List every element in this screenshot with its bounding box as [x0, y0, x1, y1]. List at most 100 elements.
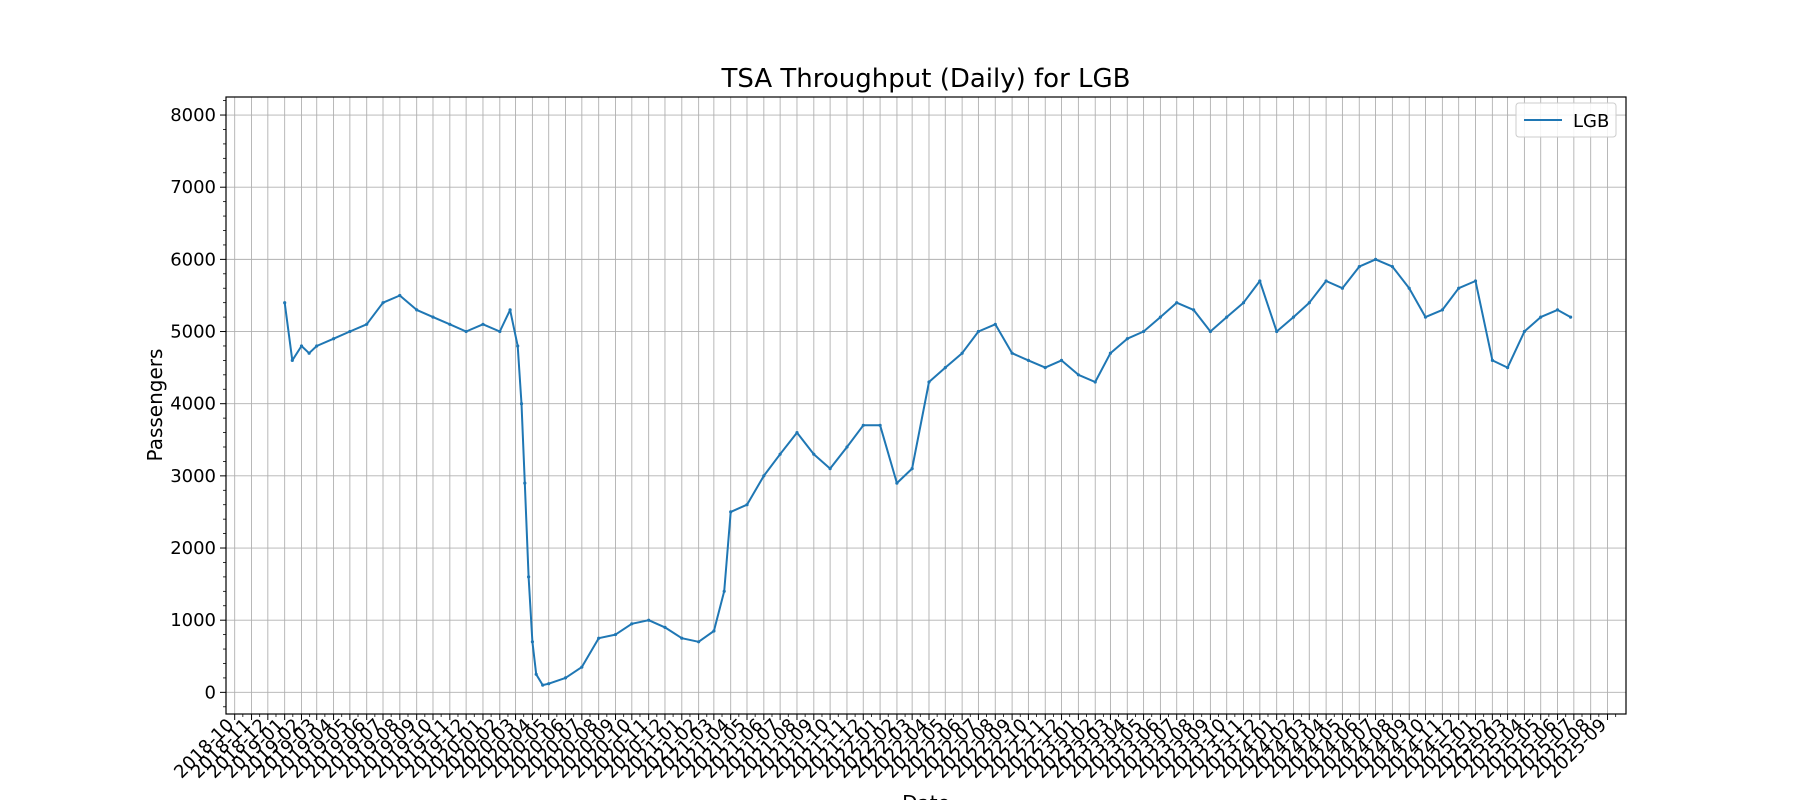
data-point — [878, 423, 882, 427]
y-axis: 0 1000 2000 3000 4000 5000 6000 7000 8000 — [170, 100, 226, 708]
data-point — [1142, 329, 1146, 334]
data-point — [431, 315, 435, 319]
data-point — [828, 467, 832, 471]
data-point — [1307, 301, 1311, 305]
data-point — [1440, 308, 1444, 312]
data-point — [910, 467, 914, 471]
data-point — [993, 322, 997, 326]
data-point — [729, 510, 733, 514]
y-tick-label: 3000 — [170, 466, 216, 487]
data-point — [516, 344, 520, 348]
data-point — [519, 402, 524, 406]
data-point — [745, 503, 749, 507]
data-point — [613, 633, 618, 637]
data-point — [547, 682, 551, 686]
data-point — [1506, 366, 1510, 370]
data-point — [1407, 286, 1411, 290]
y-axis-label: Passengers — [143, 349, 167, 462]
data-point — [481, 322, 485, 326]
data-point — [861, 423, 865, 427]
data-point — [1010, 351, 1014, 355]
data-point — [597, 636, 601, 640]
data-point — [1059, 358, 1064, 362]
data-point — [1457, 286, 1461, 290]
plot-frame — [225, 96, 1627, 715]
y-tick-label: 8000 — [170, 105, 216, 126]
legend-label: LGB — [1573, 111, 1609, 132]
data-point — [1423, 315, 1428, 319]
x-axis-label: Date — [902, 791, 950, 800]
data-point — [630, 622, 634, 626]
data-point — [348, 329, 352, 334]
data-point — [663, 625, 667, 630]
data-point — [365, 322, 369, 326]
chart-title: TSA Throughput (Daily) for LGB — [720, 64, 1130, 94]
data-point — [580, 665, 584, 669]
data-point — [943, 366, 947, 370]
grid — [226, 97, 1626, 714]
y-tick-label: 6000 — [170, 249, 216, 270]
legend: LGB — [1515, 102, 1617, 138]
series-layer — [283, 257, 1573, 687]
data-point — [563, 676, 568, 680]
data-point — [1108, 351, 1112, 355]
data-point — [307, 351, 311, 355]
data-point — [1569, 315, 1573, 319]
y-tick-label: 7000 — [170, 177, 216, 198]
data-point — [1125, 337, 1129, 341]
y-tick-label: 2000 — [170, 538, 216, 559]
legend-box — [1515, 102, 1617, 138]
data-point — [1374, 257, 1378, 261]
data-point — [1390, 265, 1394, 269]
data-point — [464, 329, 468, 334]
data-point — [283, 301, 287, 305]
data-point — [415, 308, 419, 312]
data-point — [381, 301, 385, 305]
data-point — [812, 452, 816, 456]
y-tick-label: 5000 — [170, 322, 216, 343]
data-point — [448, 322, 452, 326]
data-point — [1208, 329, 1212, 334]
data-point — [927, 380, 931, 384]
data-point — [508, 308, 512, 312]
data-point — [1158, 315, 1162, 319]
data-point — [315, 344, 319, 348]
data-point — [647, 618, 651, 622]
data-point — [895, 481, 899, 485]
data-point — [722, 589, 726, 593]
data-point — [960, 351, 964, 355]
data-point — [762, 474, 766, 478]
data-point — [523, 481, 527, 485]
data-point — [1043, 366, 1047, 370]
data-point — [1241, 301, 1246, 305]
data-point — [976, 329, 981, 334]
data-point — [778, 452, 782, 456]
data-point — [1076, 373, 1080, 377]
data-point — [332, 337, 336, 341]
data-point — [712, 629, 716, 633]
data-point — [697, 640, 701, 644]
data-point — [795, 431, 799, 435]
data-point — [1291, 315, 1296, 319]
data-point — [1324, 279, 1328, 283]
data-point — [1340, 286, 1344, 290]
data-point — [680, 636, 684, 640]
data-point — [845, 445, 849, 449]
data-point — [290, 358, 294, 362]
y-tick-label: 1000 — [170, 610, 216, 631]
y-tick-label: 0 — [205, 682, 216, 703]
series-line-lgb — [283, 258, 1572, 687]
data-point — [527, 575, 531, 579]
data-point — [398, 293, 402, 298]
data-point — [1275, 329, 1279, 334]
data-point — [498, 329, 502, 334]
x-axis: 2018-102018-112018-122019-012019-022019-… — [170, 714, 1617, 783]
data-point — [530, 640, 535, 644]
data-point — [299, 344, 304, 348]
data-point — [1026, 358, 1030, 362]
data-point — [1490, 358, 1494, 362]
data-point — [534, 672, 538, 676]
data-point — [1175, 301, 1179, 305]
data-point — [1473, 279, 1478, 283]
